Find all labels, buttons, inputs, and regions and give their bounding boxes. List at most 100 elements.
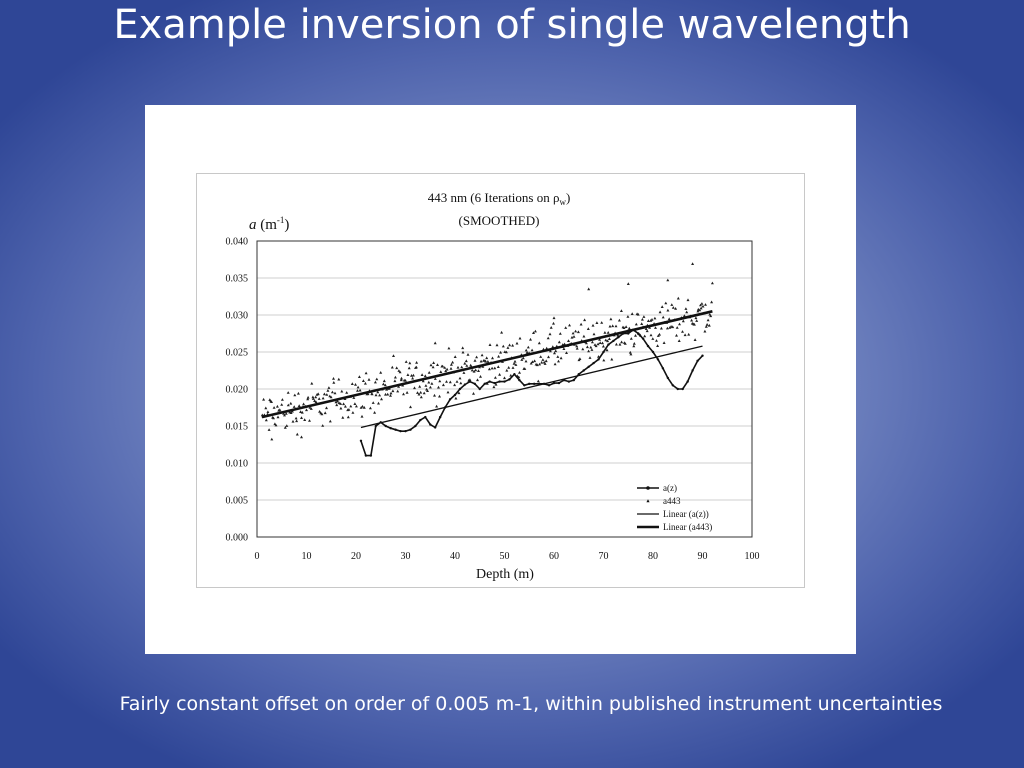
line-layer: [261, 310, 713, 457]
a443-point: [704, 325, 708, 328]
a443-point: [491, 356, 494, 360]
a443-point: [503, 376, 506, 380]
a443-point: [378, 393, 382, 397]
a-z-point: [364, 454, 368, 457]
a443-point: [389, 394, 392, 397]
a443-point: [283, 413, 286, 417]
a443-point: [386, 392, 390, 396]
a443-point: [404, 360, 408, 363]
a443-point: [706, 318, 710, 322]
a443-point: [284, 412, 288, 415]
figure-panel: 0.000 0.005 0.010 0.015 0.020 0.025 0.030 0.035…: [145, 105, 856, 654]
a443-point: [321, 424, 325, 427]
a443-point: [552, 321, 555, 325]
a443-point: [659, 326, 663, 330]
x-tick-label: 20: [351, 551, 361, 562]
a443-point: [497, 354, 501, 358]
x-tick-label: 50: [500, 551, 510, 562]
x-tick-label: 60: [549, 551, 559, 562]
a443-point: [590, 340, 594, 344]
a443-point: [536, 379, 540, 383]
a443-point: [675, 333, 678, 337]
a443-point: [611, 324, 615, 328]
a-z-point: [409, 428, 412, 431]
x-axis-label: Depth (m): [476, 567, 534, 582]
a443-point: [587, 287, 591, 291]
a443-point: [314, 395, 318, 399]
a443-point: [626, 315, 630, 318]
a-z-point: [617, 336, 620, 339]
a443-point: [687, 332, 691, 336]
a443-point: [459, 381, 463, 385]
a443-point: [523, 367, 527, 370]
a443-point: [457, 391, 461, 395]
a443-point: [453, 355, 457, 358]
a443-point: [421, 379, 425, 383]
x-tick-label: 30: [401, 551, 411, 562]
a443-point: [529, 361, 533, 365]
a443-point: [686, 298, 690, 302]
a443-point: [289, 411, 293, 414]
a-z-point: [671, 384, 674, 387]
a-z-point: [572, 378, 575, 382]
a443-point: [640, 317, 644, 321]
a443-point: [605, 348, 609, 352]
a443-point: [470, 368, 474, 372]
a443-point: [460, 365, 464, 369]
a443-point: [588, 356, 592, 359]
a443-point: [411, 373, 415, 377]
a443-point: [468, 378, 472, 381]
a-z-point: [488, 380, 491, 383]
a443-point: [515, 341, 519, 345]
a-z-point: [602, 350, 605, 354]
a443-point: [493, 366, 497, 370]
a443-point: [541, 358, 545, 361]
a443-point: [399, 378, 403, 382]
a443-point: [382, 379, 386, 383]
a443-point: [373, 411, 377, 414]
legend-marker-a443: [646, 499, 650, 503]
a443-point: [429, 363, 433, 367]
a443-point: [367, 378, 371, 381]
plot-area-border: [256, 240, 753, 538]
a443-point: [415, 361, 419, 364]
a443-point: [328, 419, 332, 423]
a443-point: [520, 358, 524, 361]
a-z-point: [557, 381, 561, 385]
a-z-point: [636, 332, 640, 335]
y-tick-label: 0.035: [226, 274, 249, 285]
a443-point: [433, 377, 437, 380]
a443-point: [413, 386, 416, 390]
a443-point: [476, 378, 479, 382]
a443-point: [595, 321, 599, 324]
a443-point: [314, 400, 318, 404]
a443-point: [323, 411, 327, 415]
a443-point: [461, 350, 465, 354]
a443-point: [549, 326, 553, 329]
a443-point: [292, 405, 296, 408]
a443-point: [619, 309, 623, 312]
a443-point: [548, 332, 552, 336]
a443-point: [326, 389, 330, 392]
a443-point: [272, 416, 275, 420]
a443-point: [531, 360, 534, 363]
a443-point: [704, 303, 707, 306]
a443-point: [504, 350, 508, 354]
a443-point: [526, 345, 530, 349]
a443-point: [571, 331, 575, 335]
a443-point: [575, 346, 579, 350]
a-z-point: [448, 398, 452, 401]
a443-point: [570, 335, 574, 339]
a-z-point: [612, 339, 615, 343]
a443-point: [511, 366, 515, 369]
a443-point: [280, 398, 284, 401]
a443-point: [642, 315, 646, 318]
a443-point: [629, 337, 633, 340]
a443-point: [572, 335, 576, 338]
a443-point: [565, 351, 568, 354]
a443-point: [264, 406, 268, 410]
a443-point: [508, 343, 512, 347]
x-tick-label: 100: [745, 551, 760, 562]
a443-point: [678, 322, 681, 326]
x-tick-label: 10: [302, 551, 312, 562]
